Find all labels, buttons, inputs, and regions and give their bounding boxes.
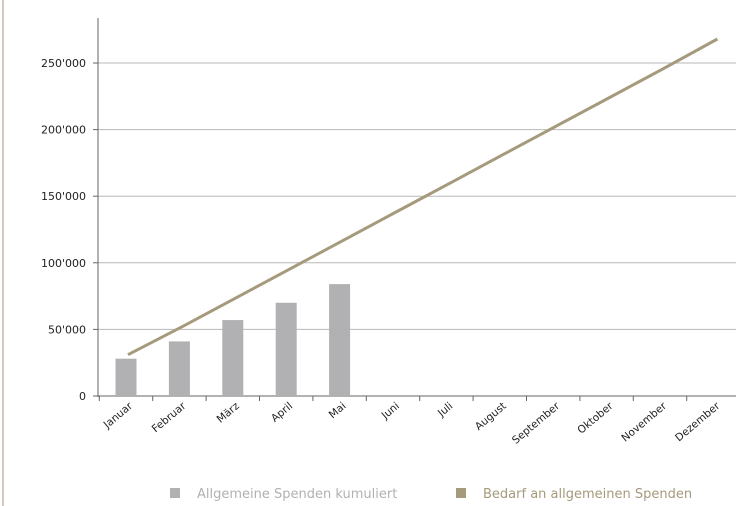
bar — [275, 302, 297, 396]
x-tick-label: Oktober — [575, 400, 616, 437]
gridlines — [98, 62, 736, 330]
bar — [168, 341, 190, 396]
x-tick-label: März — [215, 400, 242, 426]
line-series — [127, 37, 719, 357]
legend-label: Allgemeine Spenden kumuliert — [197, 487, 397, 502]
y-axis-ticks: 0 50'000 100'000 150'000 200'000 250'000 — [41, 57, 98, 403]
bar — [115, 358, 137, 396]
x-tick-label: November — [619, 400, 669, 445]
line-series-path — [127, 37, 719, 357]
legend-swatch — [456, 488, 466, 498]
x-tick-label: April — [269, 400, 295, 425]
x-tick-label: Mai — [327, 400, 349, 421]
bar-series — [115, 284, 351, 396]
bar — [222, 320, 244, 396]
x-tick-label: September — [510, 400, 563, 447]
legend-swatch — [170, 488, 180, 498]
y-tick-label: 0 — [79, 390, 86, 403]
legend: Allgemeine Spenden kumuliert Bedarf an al… — [170, 487, 692, 502]
x-tick-label: Februar — [150, 400, 189, 436]
y-tick-label: 50'000 — [48, 323, 86, 336]
x-tick-label: August — [473, 400, 509, 433]
x-tick-label: Januar — [101, 400, 136, 432]
y-tick-label: 250'000 — [41, 57, 86, 70]
y-tick-label: 100'000 — [41, 257, 86, 270]
legend-label: Bedarf an allgemeinen Spenden — [483, 487, 692, 502]
bar — [329, 284, 351, 396]
x-tick-label: Juli — [435, 400, 455, 420]
x-tick-label: Juni — [379, 400, 402, 422]
y-tick-label: 150'000 — [41, 190, 86, 203]
y-tick-label: 200'000 — [41, 124, 86, 137]
x-tick-label: Dezember — [673, 400, 723, 444]
x-axis-ticks: Januar Februar März April Mai Juni Juli August S… — [98, 396, 723, 447]
